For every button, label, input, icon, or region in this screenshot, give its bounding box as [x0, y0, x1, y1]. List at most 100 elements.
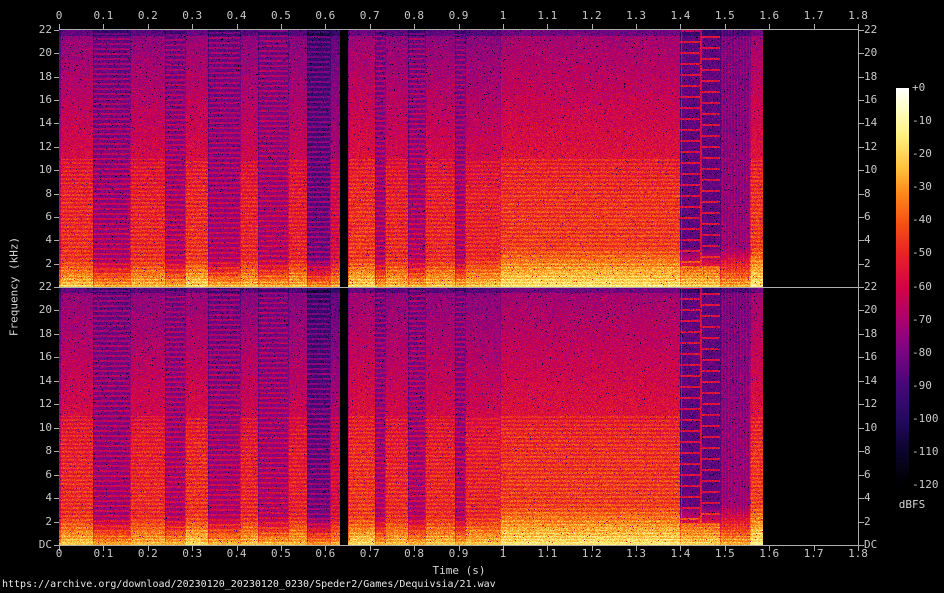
y-tick-label: 12: [864, 140, 878, 153]
time-tick: [636, 546, 638, 551]
colorbar-tick-label: -10: [912, 114, 932, 127]
colorbar-tick-label: -60: [912, 280, 932, 293]
y-tick-label: 18: [38, 70, 52, 83]
time-tick: [680, 24, 682, 29]
x-tick-label: 1: [499, 9, 507, 22]
time-tick: [813, 24, 815, 29]
x-tick-label: 1: [499, 547, 507, 560]
y-tick-label: 10: [864, 421, 878, 434]
time-tick: [414, 546, 416, 551]
x-tick-label: 0: [55, 547, 63, 560]
freq-tick: [859, 240, 864, 241]
x-tick-label: 0.3: [182, 547, 203, 560]
freq-tick: [859, 498, 864, 499]
y-tick-label: 2: [864, 515, 871, 528]
time-tick: [369, 546, 371, 551]
y-tick-label: 10: [864, 163, 878, 176]
x-axis-title: Time (s): [432, 564, 486, 577]
y-tick-label: 16: [38, 350, 52, 363]
time-tick: [59, 24, 60, 29]
y-tick-label: 8: [45, 187, 52, 200]
x-tick-label: 0.6: [315, 9, 336, 22]
freq-tick: [859, 381, 864, 382]
freq-tick: [54, 522, 59, 523]
freq-tick: [859, 451, 864, 452]
freq-tick: [54, 334, 59, 335]
y-tick-label: 10: [38, 421, 52, 434]
time-tick: [458, 546, 460, 551]
x-tick-label: 1.2: [581, 9, 602, 22]
freq-tick: [859, 357, 864, 358]
time-tick: [813, 546, 815, 551]
time-tick: [591, 546, 593, 551]
freq-tick: [54, 287, 59, 288]
y-tick-label: 22: [38, 23, 52, 36]
y-tick-label: 10: [38, 163, 52, 176]
x-tick-label: 0.1: [93, 547, 114, 560]
time-tick: [858, 24, 859, 29]
y-tick-label: 18: [38, 327, 52, 340]
colorbar-unit-label: dBFS: [898, 498, 926, 511]
freq-tick: [859, 428, 864, 429]
time-tick: [858, 546, 859, 551]
x-tick-label: 0.2: [137, 547, 158, 560]
time-tick: [280, 546, 282, 551]
time-tick: [236, 24, 238, 29]
freq-tick: [54, 310, 59, 311]
x-tick-label: 0.9: [448, 9, 469, 22]
freq-tick: [54, 240, 59, 241]
y-tick-label: 20: [38, 303, 52, 316]
y-tick-label: DC: [38, 538, 52, 551]
colorbar-tick-label: -80: [912, 346, 932, 359]
freq-tick: [859, 30, 864, 31]
y-tick-label: 22: [864, 23, 878, 36]
colorbar-tick-label: -30: [912, 180, 932, 193]
x-tick-label: 0.4: [226, 547, 247, 560]
time-tick: [325, 24, 327, 29]
freq-tick: [54, 170, 59, 171]
time-tick: [236, 546, 238, 551]
x-tick-label: 1.8: [848, 547, 868, 560]
x-tick-label: 0.5: [271, 9, 291, 22]
freq-tick: [859, 217, 864, 218]
x-tick-label: 1.6: [759, 9, 780, 22]
x-tick-label: 0.3: [182, 9, 203, 22]
x-tick-label: 1.3: [626, 547, 646, 560]
x-tick-label: 1.4: [670, 9, 691, 22]
time-tick: [502, 24, 504, 29]
freq-tick: [54, 100, 59, 101]
time-tick: [147, 546, 149, 551]
time-tick: [591, 24, 593, 29]
y-tick-label: 6: [45, 210, 52, 223]
time-tick: [280, 24, 282, 29]
freq-tick: [54, 53, 59, 54]
colorbar-tick-label: -90: [912, 379, 932, 392]
x-tick-label: 0.9: [448, 547, 469, 560]
y-tick-label: 20: [38, 46, 52, 59]
y-tick-label: 8: [864, 187, 871, 200]
x-tick-label: 0.7: [359, 547, 380, 560]
x-tick-label: 1.5: [714, 547, 735, 560]
y-tick-label: 16: [38, 93, 52, 106]
y-tick-label: 14: [38, 374, 52, 387]
y-tick-label: 14: [38, 116, 52, 129]
freq-tick: [859, 147, 864, 148]
freq-tick: [54, 30, 59, 31]
colorbar-tick-label: -110: [912, 445, 939, 458]
freq-tick: [859, 287, 864, 288]
time-tick: [59, 546, 60, 551]
y-tick-label: 18: [864, 327, 878, 340]
y-tick-label: DC: [864, 538, 878, 551]
x-tick-label: 0.8: [404, 547, 425, 560]
x-tick-label: 0.1: [93, 9, 114, 22]
right-axis-line: [858, 29, 859, 546]
time-tick: [369, 24, 371, 29]
y-tick-label: 22: [38, 280, 52, 293]
plot-bottom-border: [59, 545, 859, 546]
x-tick-label: 1.1: [537, 547, 558, 560]
x-tick-label: 0.5: [271, 547, 291, 560]
y-tick-label: 22: [864, 280, 878, 293]
colorbar-tick-label: -100: [912, 412, 939, 425]
freq-tick: [54, 498, 59, 499]
